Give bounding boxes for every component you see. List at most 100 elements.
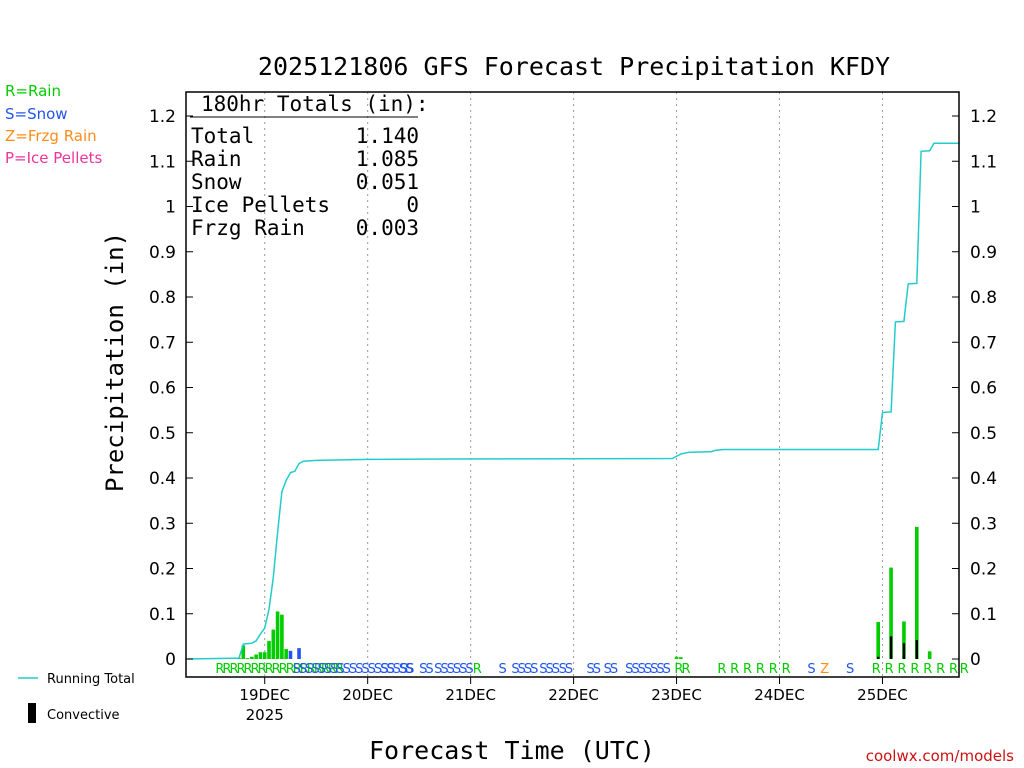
ptype-snow: SSSS: [511, 662, 538, 677]
precip-bars: [237, 526, 932, 659]
ptype-snow: SS: [381, 662, 395, 677]
ptype-rain: RRRRRRRRRRRRRRRRRR: [215, 662, 344, 677]
legend-ice-pellets: P=Ice Pellets: [5, 149, 102, 167]
ptype-rain: R: [960, 662, 969, 677]
convective-legend-swatch: [28, 703, 36, 723]
totals-label: Ice Pellets: [191, 193, 330, 217]
ptype-rain: R: [782, 662, 791, 677]
x-tick-sublabel: 2025: [246, 706, 284, 724]
ptype-snow: SS: [559, 662, 573, 677]
precip-bar-rain: [267, 640, 271, 659]
x-tick-label: 25DEC: [857, 686, 908, 704]
x-axis-label: Forecast Time (UTC): [369, 736, 655, 765]
precip-bar-snow: [297, 648, 301, 659]
ptype-rain: R: [756, 662, 765, 677]
y-tick-label-right: 0.6: [970, 379, 997, 399]
totals-value: 0.051: [356, 170, 419, 194]
y-tick-label-right: 1.1: [970, 152, 997, 172]
y-tick-label-right: 0.2: [970, 560, 997, 580]
ptype-snow: SS: [419, 662, 433, 677]
y-tick-label-right: 1: [970, 198, 981, 218]
precip-bar-rain: [915, 526, 919, 659]
precip-bar-rain: [254, 654, 258, 659]
y-tick-label-left: 0.8: [149, 288, 176, 308]
precip-bar-rain: [679, 657, 683, 659]
precip-bar-rain: [245, 658, 250, 659]
ptype-snow: SS: [400, 662, 414, 677]
y-tick-label-left: 0.9: [149, 243, 176, 263]
y-tick-label-right: 0.9: [970, 243, 997, 263]
legend-convective: Convective: [47, 708, 120, 723]
convective-bar: [876, 656, 880, 659]
convective-bar: [915, 639, 918, 659]
precip-bar-rain: [258, 652, 263, 659]
precip-bar-rain: [674, 656, 679, 659]
x-tick-label: 21DEC: [445, 686, 496, 704]
precip-bar-rain: [927, 651, 932, 659]
ptype-rain: RR: [674, 662, 690, 677]
y-tick-label-left: 0: [165, 650, 176, 670]
totals-box: 180hr Totals (in): Total 1.140 Rain 1.085 Sn…: [190, 92, 429, 240]
chart-title: 2025121806 GFS Forecast Precipitation KF…: [258, 52, 890, 81]
ptype-rain: R: [897, 662, 906, 677]
x-tick-label: 20DEC: [342, 686, 393, 704]
precip-bar-rain: [250, 656, 254, 659]
y-tick-label-left: 0.3: [149, 514, 176, 534]
y-tick-label-left: 0.4: [149, 469, 176, 489]
y-tick-label-right: 0.8: [970, 288, 997, 308]
totals-value: 0: [406, 193, 419, 217]
ptype-rain: R: [885, 662, 894, 677]
gridlines: [264, 92, 883, 677]
ptype-rain: R: [717, 662, 726, 677]
plot-frame: [185, 91, 960, 678]
ptype-frzg: Z: [820, 662, 829, 677]
y-tick-label-left: 0.5: [149, 424, 176, 444]
precip-bar-rain: [241, 645, 246, 659]
ptype-snow: S: [846, 662, 854, 677]
legend-snow: S=Snow: [5, 105, 68, 123]
legend-rain: R=Rain: [5, 82, 61, 100]
precip-bar-rain: [280, 614, 284, 659]
precip-bar-snow: [288, 650, 293, 659]
legend-running-total: Running Total: [47, 672, 135, 687]
y-tick-label-left: 0.2: [149, 560, 176, 580]
totals-value: 1.140: [356, 124, 419, 148]
ptype-snow: S: [499, 662, 507, 677]
totals-value: 0.003: [356, 216, 419, 240]
x-tick-label: 23DEC: [651, 686, 702, 704]
precip-bar-rain: [275, 611, 280, 659]
y-tick-label-left: 1.1: [149, 152, 176, 172]
y-tick-label-left: 1.2: [149, 107, 176, 127]
ptype-snow: SSSSSSSSSSSSSSSSSSS: [293, 662, 414, 677]
ptype-rain: R: [910, 662, 919, 677]
ptype-rain: R: [936, 662, 945, 677]
totals-label: Rain: [191, 147, 242, 171]
y-tick-label-left: 0.7: [149, 333, 176, 353]
totals-label: Total: [191, 124, 254, 148]
precip-bar-rain: [271, 629, 276, 659]
y-tick-label-left: 0.1: [149, 605, 176, 625]
ptype-snow: SSSSSSS: [625, 662, 671, 677]
convective-bar: [889, 636, 893, 659]
totals-title: 180hr Totals (in):: [201, 92, 429, 116]
x-tick-label: 19DEC: [239, 686, 290, 704]
y-tick-label-right: 1.2: [970, 107, 997, 127]
ptype-rain: R: [730, 662, 739, 677]
ptype-rain: R: [769, 662, 778, 677]
legend-frzg-rain: Z=Frzg Rain: [5, 127, 97, 145]
y-tick-label-right: 0.7: [970, 333, 997, 353]
y-tick-label-right: 0.3: [970, 514, 997, 534]
y-tick-label-left: 0.6: [149, 379, 176, 399]
ptype-rain: R: [923, 662, 932, 677]
y-tick-label-right: 0.1: [970, 605, 997, 625]
totals-label: Frzg Rain: [191, 216, 305, 240]
precip-bar-rain: [284, 649, 288, 659]
y-axis-label: Precipitation (in): [101, 232, 129, 492]
credit-link[interactable]: coolwx.com/models: [866, 747, 1014, 765]
ptype-snow: SSSSSS: [434, 662, 473, 677]
ptype-rain: R: [949, 662, 958, 677]
y-tick-label-right: 0.4: [970, 469, 997, 489]
precip-bar-rain: [262, 652, 267, 659]
